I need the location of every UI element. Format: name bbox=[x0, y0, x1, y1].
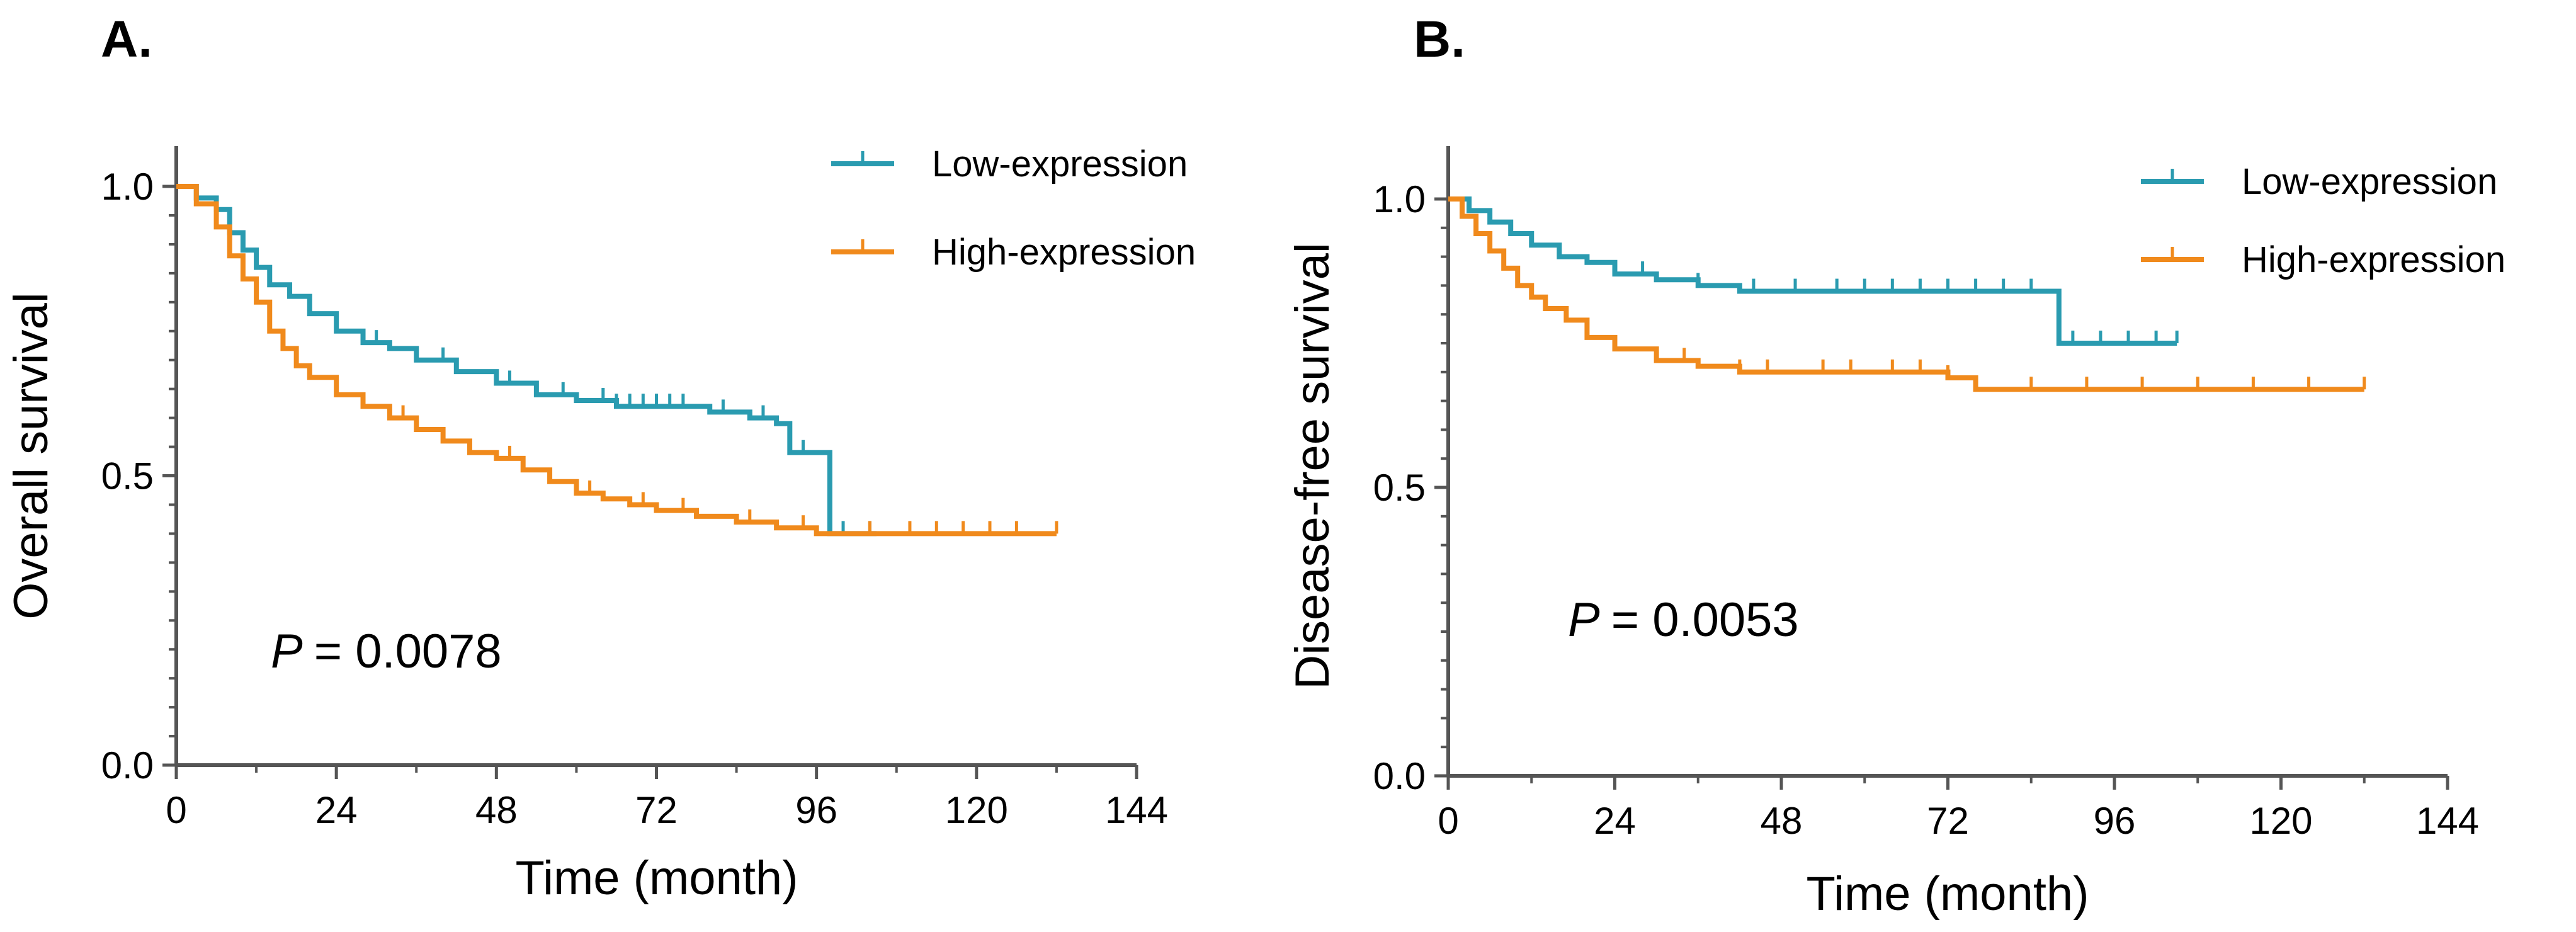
p-value-text: = 0.0078 bbox=[314, 625, 502, 678]
x-tick-label: 0 bbox=[166, 789, 186, 831]
x-tick-label: 144 bbox=[2416, 800, 2479, 842]
survival-curve-high bbox=[176, 184, 1057, 537]
x-tick-label: 72 bbox=[1927, 800, 1969, 842]
y-tick-label: 1.0 bbox=[101, 166, 154, 208]
y-tick-label: 0.5 bbox=[101, 455, 154, 497]
legend-label-high: High-expression bbox=[2242, 239, 2505, 280]
p-value-symbol: P bbox=[271, 625, 303, 678]
y-tick-label: 0.0 bbox=[1373, 755, 1426, 797]
survival-curve-low bbox=[176, 184, 877, 537]
p-value-text: = 0.0053 bbox=[1611, 593, 1799, 647]
x-tick-label: 72 bbox=[635, 789, 678, 831]
x-tick-label: 48 bbox=[1761, 800, 1803, 842]
legend: Low-expression High-expression bbox=[831, 144, 1196, 273]
x-axis-title: Time (month) bbox=[1806, 867, 2089, 921]
panel-label: A. bbox=[101, 11, 152, 68]
y-tick-label: 0.0 bbox=[101, 744, 154, 787]
y-axis-title: Disease-free survival bbox=[1286, 242, 1339, 690]
x-axis-title: Time (month) bbox=[515, 851, 798, 905]
x-tick-label: 144 bbox=[1105, 789, 1168, 831]
panel-label: B. bbox=[1414, 11, 1465, 68]
survival-curve-low bbox=[1448, 196, 2177, 346]
x-tick-label: 96 bbox=[795, 789, 837, 831]
x-tick-label: 24 bbox=[315, 789, 358, 831]
p-value-annotation: P = 0.0053 bbox=[1568, 593, 1799, 647]
legend-label-low: Low-expression bbox=[2242, 161, 2497, 202]
panel-a: A. 0 24 48 72 96 120 144 0.0 0.5 1.0 Time (month)… bbox=[4, 11, 1196, 905]
panel-b: B. 0 24 48 72 96 120 144 0.0 0.5 1.0 Time (month)… bbox=[1286, 11, 2505, 921]
y-axis-title: Overall survival bbox=[4, 292, 58, 619]
p-value-symbol: P bbox=[1568, 593, 1600, 647]
x-tick-label: 120 bbox=[945, 789, 1008, 831]
p-value-annotation: P = 0.0078 bbox=[271, 625, 502, 678]
x-tick-label: 24 bbox=[1594, 800, 1636, 842]
y-tick-label: 1.0 bbox=[1373, 178, 1426, 220]
legend-label-high: High-expression bbox=[932, 232, 1196, 273]
x-tick-label: 96 bbox=[2094, 800, 2136, 842]
y-tick-label: 0.5 bbox=[1373, 467, 1426, 509]
x-tick-label: 0 bbox=[1438, 800, 1458, 842]
x-tick-label: 48 bbox=[475, 789, 518, 831]
survival-curve-high bbox=[1448, 196, 2364, 392]
legend-label-low: Low-expression bbox=[932, 144, 1188, 185]
legend: Low-expression High-expression bbox=[2141, 161, 2505, 280]
x-tick-label: 120 bbox=[2249, 800, 2312, 842]
